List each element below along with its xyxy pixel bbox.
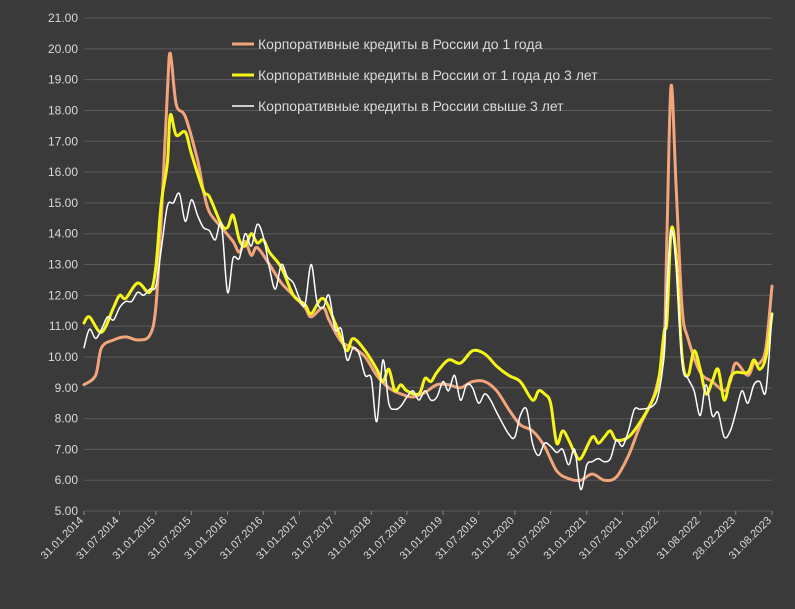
y-tick-label: 19.00 xyxy=(48,73,78,87)
y-tick-label: 5.00 xyxy=(55,504,79,518)
y-tick-label: 14.00 xyxy=(48,227,78,241)
series-line-up-to-1-year xyxy=(82,51,774,483)
y-tick-label: 21.00 xyxy=(48,11,78,25)
y-tick-label: 20.00 xyxy=(48,42,78,56)
y-tick-label: 7.00 xyxy=(55,442,79,456)
legend-label: Корпоративные кредиты в России свыше 3 л… xyxy=(258,98,564,114)
y-tick-label: 9.00 xyxy=(55,381,79,395)
y-tick-label: 18.00 xyxy=(48,103,78,117)
y-tick-label: 8.00 xyxy=(55,412,79,426)
legend-label: Корпоративные кредиты в России до 1 года xyxy=(258,36,543,52)
series-lines xyxy=(82,51,774,491)
y-axis-ticks: 5.00 6.00 7.00 8.00 9.00 10.00 11.00 12.00 13.00… xyxy=(48,11,78,518)
y-tick-label: 17.00 xyxy=(48,134,78,148)
y-tick-label: 15.00 xyxy=(48,196,78,210)
legend-entry-up-to-1-year: Корпоративные кредиты в России до 1 года xyxy=(232,36,543,52)
y-tick-label: 13.00 xyxy=(48,258,78,272)
legend-label: Корпоративные кредиты в России от 1 года… xyxy=(258,67,598,83)
gridlines xyxy=(84,17,772,512)
y-tick-label: 11.00 xyxy=(49,319,78,333)
y-tick-label: 16.00 xyxy=(48,165,78,179)
legend-entry-over-3-years: Корпоративные кредиты в России свыше 3 л… xyxy=(232,98,564,114)
legend-entry-1-to-3-years: Корпоративные кредиты в России от 1 года… xyxy=(232,67,598,83)
y-tick-label: 12.00 xyxy=(48,288,78,302)
series-line-over-3-years xyxy=(83,192,773,491)
legend: Корпоративные кредиты в России до 1 года… xyxy=(232,36,598,114)
y-tick-label: 10.00 xyxy=(48,350,78,364)
y-tick-label: 6.00 xyxy=(55,473,79,487)
